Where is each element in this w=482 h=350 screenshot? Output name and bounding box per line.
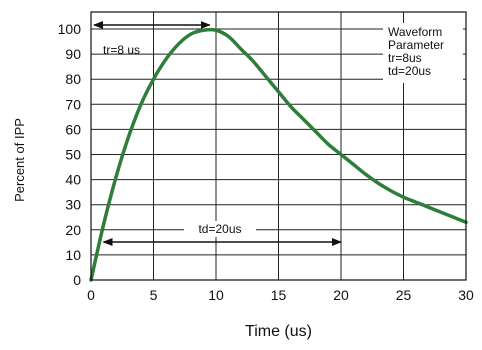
waveform-parameter-line: Waveform xyxy=(388,25,442,39)
waveform-parameter-line: tr=8us xyxy=(388,51,422,65)
y-tick-label: 0 xyxy=(73,272,81,288)
y-tick-labels: 0 10 20 30 40 50 60 70 80 90 100 xyxy=(58,21,82,288)
data-point xyxy=(390,190,392,192)
x-tick-label: 30 xyxy=(458,287,474,303)
data-point xyxy=(365,173,367,176)
y-tick-label: 40 xyxy=(65,172,81,188)
data-point xyxy=(102,224,105,226)
waveform-parameter-line: td=20us xyxy=(388,64,431,78)
data-point xyxy=(115,176,117,178)
data-point xyxy=(152,78,155,80)
y-tick-label: 60 xyxy=(65,121,81,137)
annotations: tr=8 ustd=20usWaveformParametertr=8ustd=… xyxy=(93,21,463,246)
data-point xyxy=(440,211,442,213)
waveform-curve xyxy=(89,27,468,282)
data-point xyxy=(140,103,142,105)
data-point xyxy=(127,136,130,138)
decay-time-label: td=20us xyxy=(198,222,241,236)
data-point xyxy=(315,131,317,133)
waveform-parameter-line: Parameter xyxy=(388,38,444,52)
data-point xyxy=(377,182,380,184)
x-tick-label: 25 xyxy=(396,287,412,303)
data-point xyxy=(327,143,330,146)
data-point xyxy=(427,206,430,208)
data-point xyxy=(277,91,280,93)
data-point xyxy=(177,43,180,45)
y-tick-label: 20 xyxy=(65,222,81,238)
data-point xyxy=(452,216,455,218)
y-tick-label: 70 xyxy=(65,96,81,112)
data-point xyxy=(190,33,192,35)
y-tick-label: 50 xyxy=(65,147,81,163)
data-point xyxy=(340,153,342,156)
plot-frame xyxy=(90,11,467,281)
x-tick-label: 20 xyxy=(333,287,349,303)
x-tick-label: 15 xyxy=(271,287,287,303)
legend-box-backdrop xyxy=(383,23,463,83)
data-point xyxy=(240,48,242,50)
rise-time-label: tr=8 us xyxy=(103,43,140,57)
data-point xyxy=(165,58,167,60)
x-tick-label: 0 xyxy=(87,287,95,303)
y-tick-label: 30 xyxy=(65,197,81,213)
y-tick-label: 90 xyxy=(65,46,81,62)
x-tick-label: 10 xyxy=(208,287,224,303)
x-axis-title: Time (us) xyxy=(245,323,312,340)
data-point xyxy=(215,29,217,31)
y-axis-title: Percent of IPP xyxy=(12,118,27,202)
y-tick-label: 100 xyxy=(58,21,82,37)
data-point xyxy=(290,106,292,108)
data-point xyxy=(227,35,230,38)
y-tick-label: 80 xyxy=(65,71,81,87)
data-point xyxy=(202,29,205,31)
data-point xyxy=(265,76,267,78)
data-point xyxy=(402,196,405,198)
decay-label-backdrop xyxy=(184,221,256,237)
data-point xyxy=(252,61,255,63)
x-tick-label: 5 xyxy=(150,287,158,303)
x-tick-labels: 0 5 10 15 20 25 30 xyxy=(87,287,474,303)
y-tick-label: 10 xyxy=(65,247,81,263)
data-point xyxy=(415,201,417,203)
data-point xyxy=(302,118,305,120)
data-point xyxy=(352,163,355,166)
